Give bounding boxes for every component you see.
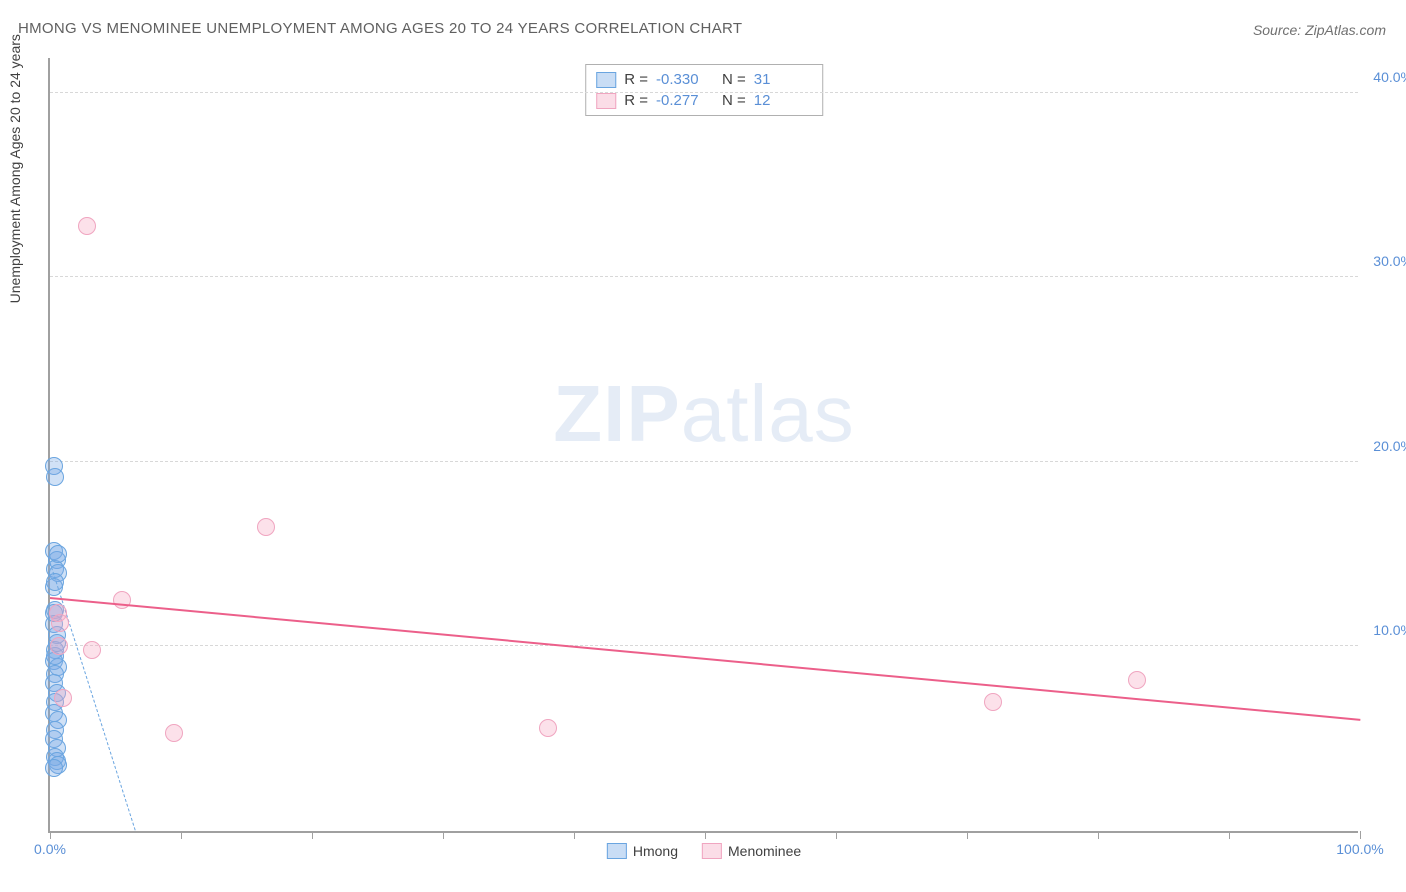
legend-item-menominee: Menominee bbox=[702, 843, 801, 859]
x-tick bbox=[50, 831, 51, 839]
data-point-hmong bbox=[49, 545, 67, 563]
x-tick bbox=[1360, 831, 1361, 839]
data-point-hmong bbox=[46, 468, 64, 486]
r-value-hmong: -0.330 bbox=[656, 71, 714, 88]
n-label: N = bbox=[722, 71, 746, 88]
data-point-menominee bbox=[539, 719, 557, 737]
r-label: R = bbox=[624, 92, 648, 109]
x-tick-label: 100.0% bbox=[1336, 841, 1383, 857]
x-tick bbox=[181, 831, 182, 839]
x-tick bbox=[312, 831, 313, 839]
data-point-menominee bbox=[984, 693, 1002, 711]
data-point-menominee bbox=[54, 689, 72, 707]
swatch-hmong bbox=[607, 843, 627, 859]
x-tick bbox=[836, 831, 837, 839]
y-tick-label: 10.0% bbox=[1373, 622, 1406, 638]
n-value-menominee: 12 bbox=[754, 92, 812, 109]
n-label: N = bbox=[722, 92, 746, 109]
data-point-menominee bbox=[113, 591, 131, 609]
swatch-menominee bbox=[702, 843, 722, 859]
data-point-menominee bbox=[1128, 671, 1146, 689]
watermark-light: atlas bbox=[681, 369, 855, 458]
gridline bbox=[50, 276, 1358, 277]
data-point-menominee bbox=[165, 724, 183, 742]
r-label: R = bbox=[624, 71, 648, 88]
plot-area: ZIPatlas R = -0.330 N = 31 R = -0.277 N … bbox=[48, 58, 1358, 833]
watermark: ZIPatlas bbox=[553, 368, 854, 460]
y-tick-label: 30.0% bbox=[1373, 253, 1406, 269]
data-point-menominee bbox=[257, 518, 275, 536]
data-point-menominee bbox=[78, 217, 96, 235]
x-tick bbox=[967, 831, 968, 839]
x-tick bbox=[705, 831, 706, 839]
data-point-menominee bbox=[50, 637, 68, 655]
x-tick bbox=[443, 831, 444, 839]
data-point-hmong bbox=[45, 759, 63, 777]
regression-line-menominee bbox=[50, 597, 1360, 721]
r-value-menominee: -0.277 bbox=[656, 92, 714, 109]
data-point-menominee bbox=[51, 614, 69, 632]
chart-title: HMONG VS MENOMINEE UNEMPLOYMENT AMONG AG… bbox=[18, 20, 742, 37]
x-tick bbox=[574, 831, 575, 839]
n-value-hmong: 31 bbox=[754, 71, 812, 88]
stats-row-menominee: R = -0.277 N = 12 bbox=[596, 90, 812, 111]
x-tick bbox=[1098, 831, 1099, 839]
y-axis-title: Unemployment Among Ages 20 to 24 years bbox=[7, 34, 23, 303]
stats-row-hmong: R = -0.330 N = 31 bbox=[596, 69, 812, 90]
gridline bbox=[50, 92, 1358, 93]
watermark-bold: ZIP bbox=[553, 369, 680, 458]
y-tick-label: 40.0% bbox=[1373, 69, 1406, 85]
x-tick bbox=[1229, 831, 1230, 839]
x-tick-label: 0.0% bbox=[34, 841, 66, 857]
legend-label-hmong: Hmong bbox=[633, 843, 678, 859]
swatch-menominee bbox=[596, 93, 616, 109]
stats-legend: R = -0.330 N = 31 R = -0.277 N = 12 bbox=[585, 64, 823, 116]
gridline bbox=[50, 461, 1358, 462]
swatch-hmong bbox=[596, 72, 616, 88]
y-tick-label: 20.0% bbox=[1373, 438, 1406, 454]
legend-label-menominee: Menominee bbox=[728, 843, 801, 859]
data-point-menominee bbox=[83, 641, 101, 659]
legend-item-hmong: Hmong bbox=[607, 843, 678, 859]
gridline bbox=[50, 645, 1358, 646]
series-legend: Hmong Menominee bbox=[607, 843, 801, 859]
source-label: Source: ZipAtlas.com bbox=[1253, 22, 1386, 38]
